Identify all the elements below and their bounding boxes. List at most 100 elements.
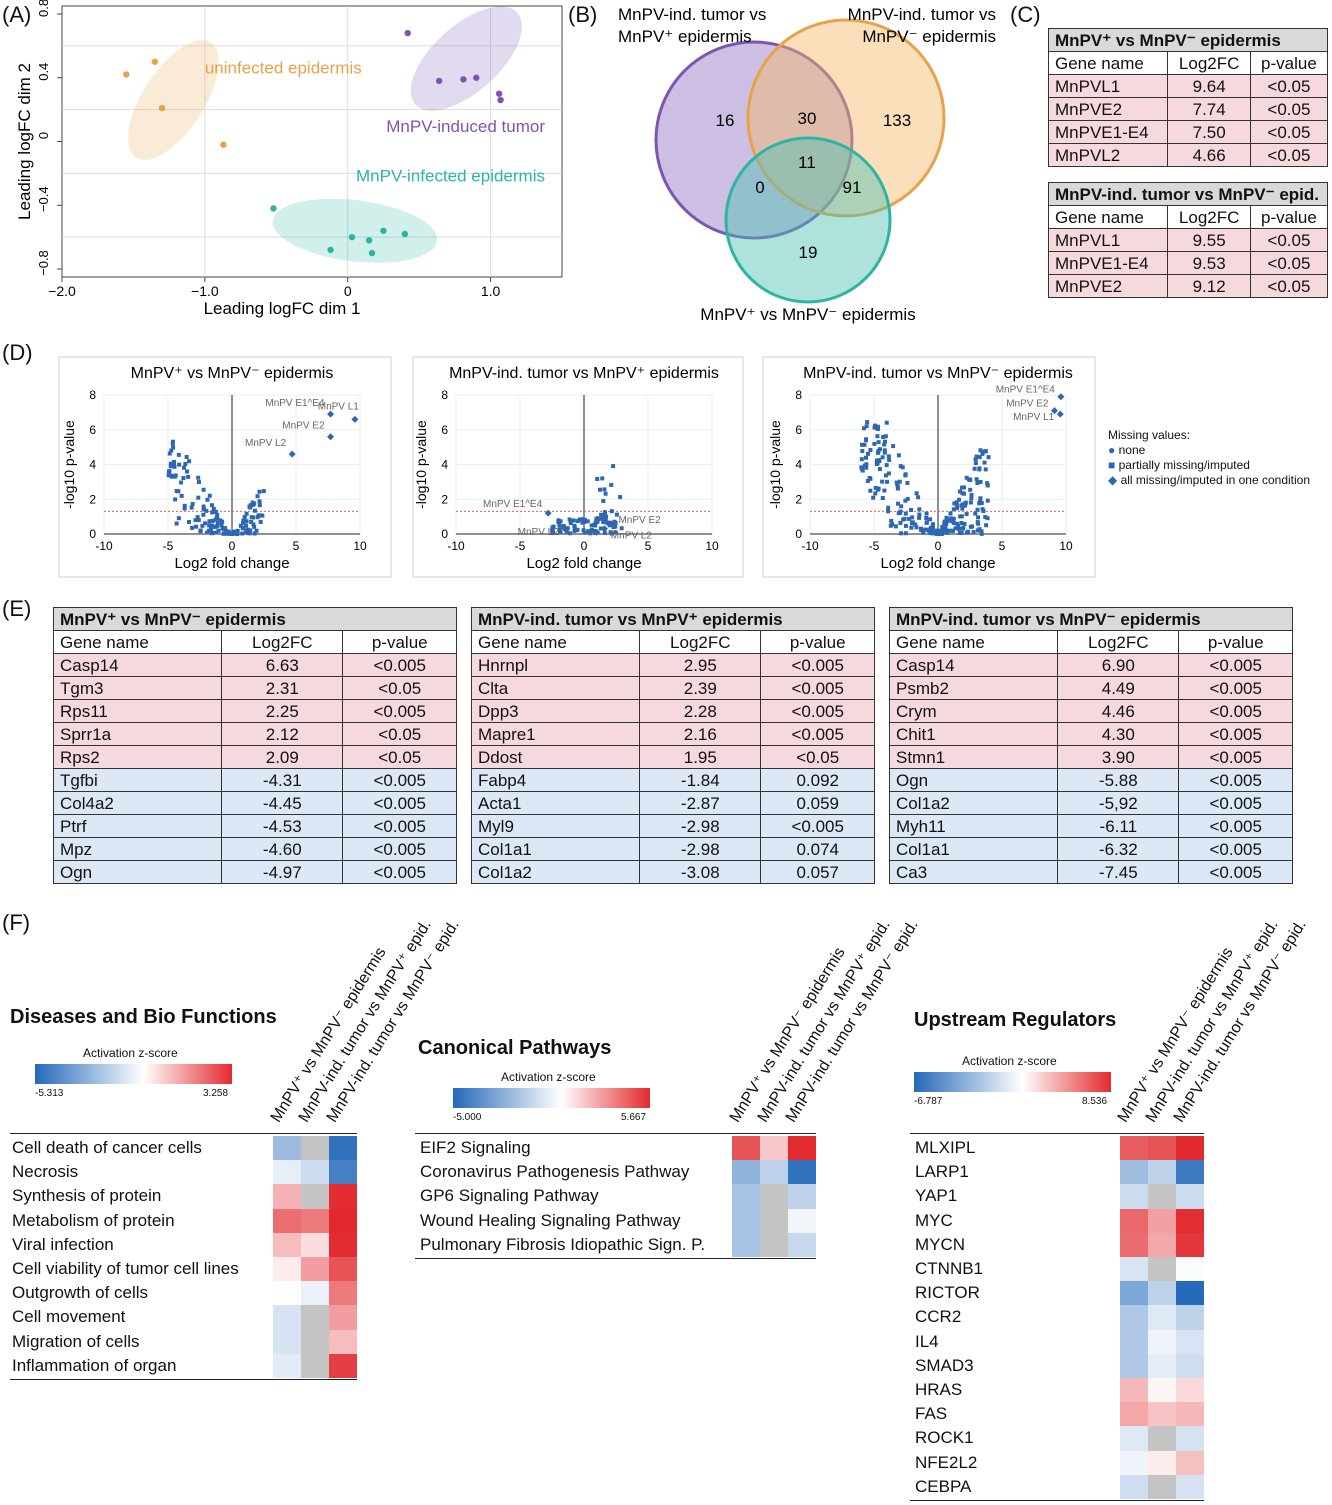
table-cell: 9.64	[1167, 74, 1251, 98]
table-cell: MnPVE2	[1047, 97, 1169, 121]
data-point	[917, 512, 922, 517]
data-point	[167, 451, 172, 456]
table-cell: -7.45	[1057, 860, 1180, 884]
heatmap-cell	[788, 1184, 816, 1210]
table-row: Mpz -4.60 <0.005	[52, 837, 457, 861]
top-genes-table-3: MnPV-ind. tumor vs MnPV⁻ epidermis Gene n…	[888, 607, 1293, 884]
sample-point	[368, 249, 376, 257]
table-cell: MnPVE1-E4	[1047, 120, 1169, 144]
table-row: MnPVE1-E4 7.50 <0.05	[1047, 120, 1329, 144]
data-point	[916, 495, 921, 500]
data-point	[958, 514, 963, 519]
x-tick-label: −2.0	[48, 283, 76, 299]
data-point	[589, 528, 594, 533]
data-point	[897, 479, 902, 484]
data-point	[882, 439, 887, 444]
heatmap-cell	[788, 1232, 816, 1258]
data-point	[179, 480, 184, 485]
table-cell: <0.005	[342, 837, 457, 861]
data-point	[974, 454, 979, 459]
x-tick-label: -5	[515, 539, 526, 553]
data-point	[261, 489, 266, 494]
heatmap-row-label: CCR2	[915, 1307, 962, 1327]
viral-gene-label: MnPV L2	[518, 527, 560, 538]
data-point	[166, 473, 171, 478]
table-cell: 2.09	[221, 745, 344, 769]
table-row: Col4a2 -4.45 <0.005	[52, 791, 457, 815]
heatmap-cell	[301, 1281, 329, 1306]
data-point	[865, 478, 870, 483]
y-tick-label: 8	[795, 388, 802, 402]
column-header: Log2FC	[1167, 205, 1251, 229]
heatmap-cell	[273, 1184, 301, 1210]
data-point	[241, 520, 246, 525]
data-point	[213, 509, 218, 514]
heatmap-row-label: Pulmonary Fibrosis Idiopathic Sign. P.	[420, 1234, 706, 1254]
data-point	[611, 464, 616, 469]
table-cell: -4.31	[221, 768, 344, 792]
data-point	[875, 434, 880, 439]
heatmap-cell	[301, 1353, 329, 1379]
data-point	[177, 462, 182, 467]
table-cell: Ptrf	[52, 814, 223, 838]
heatmap-row-label: HRAS	[915, 1380, 963, 1399]
viral-gene-point	[1050, 407, 1058, 415]
y-tick-label: 0	[89, 527, 96, 541]
x-tick-label: -5	[869, 539, 880, 553]
sample-point	[327, 246, 334, 254]
viral-gene-point	[1057, 393, 1065, 401]
data-point	[907, 516, 912, 521]
y-tick-label: 6	[89, 423, 96, 437]
table-row: MnPVL1 9.55 <0.05	[1047, 228, 1329, 252]
heatmap-cell	[1176, 1281, 1204, 1306]
table-cell: <0.005	[760, 653, 875, 677]
data-point	[255, 515, 260, 520]
data-point	[974, 477, 979, 482]
y-tick-label: 0	[36, 132, 51, 139]
bottom-rule	[910, 1500, 1204, 1501]
x-tick-label: -5	[163, 539, 174, 553]
panel-e-label: (E)	[2, 596, 32, 621]
data-point	[982, 449, 987, 454]
table-row: Col1a1 -6.32 <0.005	[888, 837, 1293, 861]
data-point	[209, 531, 214, 536]
heatmap-row-label: MYCN	[915, 1234, 966, 1254]
data-point	[982, 460, 987, 465]
table-row: Clta 2.39 <0.005	[470, 676, 875, 700]
heatmap-cell	[329, 1232, 357, 1258]
y-axis-label: Leading logFC dim 2	[15, 63, 34, 220]
table-cell: -4.53	[221, 814, 344, 838]
table-cell: Casp14	[888, 653, 1059, 677]
table-cell: <0.005	[342, 699, 457, 723]
data-point	[978, 496, 983, 501]
table-cell: -2.98	[639, 837, 762, 861]
heatmap-row-label: GP6 Signaling Pathway	[420, 1186, 599, 1206]
data-point	[885, 479, 890, 484]
data-point	[249, 519, 254, 524]
venn-count-only1: 16	[716, 111, 735, 130]
data-point	[207, 523, 212, 528]
table-cell: -2.98	[639, 814, 762, 838]
viral-gene-label: MnPV E1^E4	[265, 398, 325, 409]
heatmap-cell	[788, 1208, 816, 1234]
heatmap-row-label: RICTOR	[915, 1283, 980, 1303]
heatmap-cell	[1120, 1208, 1148, 1234]
data-point	[210, 518, 215, 523]
y-tick-label: 2	[441, 492, 448, 506]
data-point	[938, 528, 943, 533]
table-cell: 7.50	[1167, 120, 1251, 144]
heatmap-cell	[273, 1232, 301, 1258]
data-point	[242, 515, 247, 520]
data-point	[550, 528, 555, 533]
data-point	[618, 495, 623, 500]
data-point	[951, 516, 956, 521]
volcano-box-2	[412, 356, 744, 578]
data-point	[985, 481, 990, 486]
data-point	[203, 521, 208, 526]
data-point	[969, 496, 974, 501]
table-row: Acta1 -2.87 0.059	[470, 791, 875, 815]
data-point	[588, 531, 593, 536]
y-tick-label: 6	[795, 423, 802, 437]
heatmap-row-label: Synthesis of protein	[12, 1186, 162, 1206]
data-point	[957, 489, 962, 494]
